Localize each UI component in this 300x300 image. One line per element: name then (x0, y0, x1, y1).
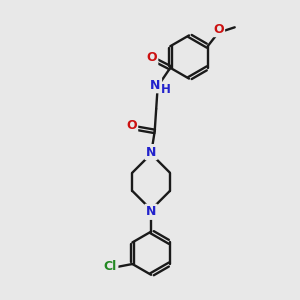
Text: O: O (213, 22, 224, 36)
Text: O: O (126, 119, 136, 132)
Text: O: O (146, 51, 157, 64)
Text: H: H (160, 83, 170, 96)
Text: N: N (146, 205, 156, 218)
Text: Cl: Cl (103, 260, 117, 273)
Text: N: N (150, 79, 160, 92)
Text: N: N (146, 146, 156, 159)
